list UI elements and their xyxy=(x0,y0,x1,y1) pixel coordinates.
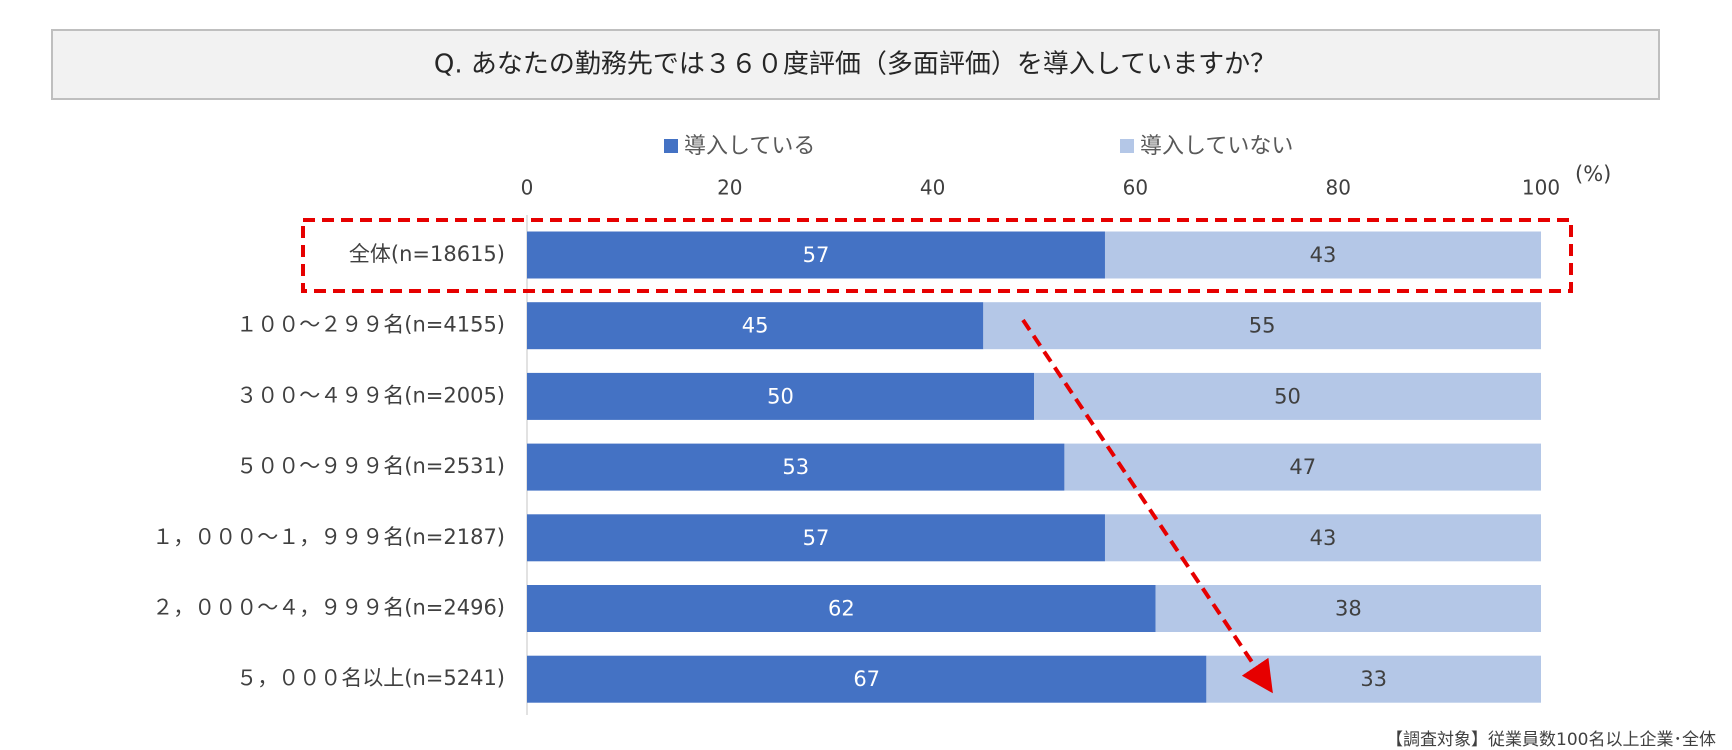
y-tick-label: ２，０００～４，９９９名(n=2496) xyxy=(152,596,505,620)
bar-segment xyxy=(527,372,1034,420)
bar-segment xyxy=(527,302,984,350)
data-label: 57 xyxy=(803,243,830,267)
data-label: 67 xyxy=(853,667,880,691)
trend-arrow xyxy=(1021,318,1273,694)
y-tick-label: ３００～４９９名(n=2005) xyxy=(236,383,505,407)
highlight-box xyxy=(301,218,1573,293)
bar-segment xyxy=(527,231,1105,279)
bar-segment xyxy=(1104,231,1541,279)
chart-title: Q. あなたの勤務先では３６０度評価（多面評価）を導入していますか？ xyxy=(434,50,1276,80)
note: 【調査対象】従業員数100名以上企業･全体 xyxy=(1386,730,1716,750)
x-tick-label: 60 xyxy=(1123,176,1148,200)
data-label: 62 xyxy=(828,597,855,621)
data-label: 47 xyxy=(1289,455,1316,479)
bar-segment xyxy=(1064,443,1541,491)
data-label: 43 xyxy=(1310,526,1337,550)
y-tick-label: ５，０００名以上(n=5241) xyxy=(236,666,505,690)
data-label: 50 xyxy=(767,384,794,408)
data-label: 50 xyxy=(1274,384,1301,408)
data-label: 57 xyxy=(803,526,830,550)
title-box xyxy=(51,29,1660,100)
bar-segment xyxy=(1104,514,1541,562)
bar-segment xyxy=(1155,585,1541,632)
data-label: 55 xyxy=(1249,314,1276,338)
legend-label: 導入していない xyxy=(1140,134,1293,159)
bar-segment xyxy=(1034,372,1541,420)
bar-segment xyxy=(527,585,1156,632)
bar-segment xyxy=(527,655,1207,703)
x-tick-label: 80 xyxy=(1325,176,1350,200)
data-label: 43 xyxy=(1310,243,1337,267)
data-label: 53 xyxy=(782,455,809,479)
legend-label: 導入している xyxy=(684,134,815,159)
x-tick-label: 40 xyxy=(920,176,945,200)
y-tick-label: ５００～９９９名(n=2531) xyxy=(236,454,505,478)
x-tick-label: 0 xyxy=(521,176,534,200)
legend-swatch xyxy=(1120,139,1134,153)
unit-label: (%) xyxy=(1575,162,1611,186)
y-tick-label: 全体(n=18615) xyxy=(349,242,505,266)
data-label: 38 xyxy=(1335,597,1362,621)
bar-segment xyxy=(527,514,1105,562)
y-tick-label: １，０００～１，９９９名(n=2187) xyxy=(152,525,505,549)
x-tick-label: 100 xyxy=(1522,176,1560,200)
bar-segment xyxy=(983,302,1541,350)
y-tick-label: １００～２９９名(n=4155) xyxy=(236,313,505,337)
x-tick-label: 20 xyxy=(717,176,742,200)
legend-swatch xyxy=(664,139,678,153)
data-label: 45 xyxy=(742,314,769,338)
data-label: 33 xyxy=(1360,667,1387,691)
bar-segment xyxy=(527,443,1065,491)
